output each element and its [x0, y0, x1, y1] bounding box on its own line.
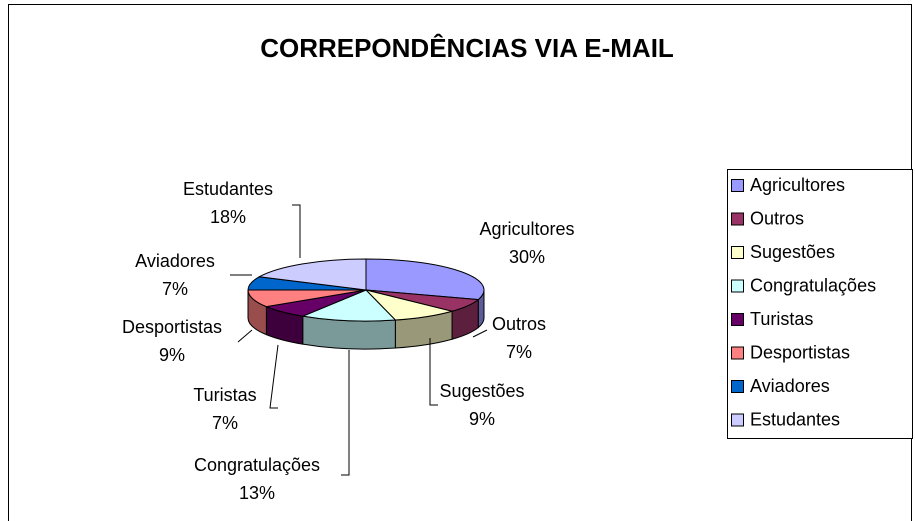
data-label-value: 9%: [159, 345, 185, 365]
leader-line: [472, 329, 488, 338]
pie-slice: [257, 258, 367, 291]
data-label-name: Desportistas: [122, 317, 222, 337]
legend-swatch: [731, 413, 744, 427]
data-label-value: 7%: [506, 342, 532, 362]
data-label-name: Congratulações: [194, 455, 320, 475]
data-label-name: Sugestões: [439, 381, 524, 401]
data-label-value: 18%: [210, 207, 246, 227]
pie-slice: [365, 258, 485, 301]
leader-line: [292, 204, 301, 258]
data-label-name: Outros: [492, 314, 546, 334]
leader-line: [237, 329, 253, 343]
legend-swatch: [731, 279, 744, 293]
legend-swatch: [731, 212, 744, 226]
legend-swatch: [731, 313, 744, 326]
legend-label: Desportistas: [750, 342, 850, 362]
leader-line: [269, 344, 279, 409]
legend-label: Outros: [750, 208, 804, 228]
legend-label: Congratulações: [750, 275, 876, 295]
data-label-value: 7%: [162, 279, 188, 299]
legend-label: Aviadores: [750, 376, 830, 396]
legend-swatch: [731, 179, 744, 192]
data-label-value: 7%: [212, 413, 238, 433]
legend-label: Sugestões: [750, 242, 835, 262]
legend-label: Agricultores: [750, 175, 845, 195]
legend-swatch: [731, 246, 744, 259]
legend-label: Turistas: [750, 309, 813, 329]
pie-slice: [300, 289, 397, 322]
data-label-name: Agricultores: [479, 219, 574, 239]
legend-label: Estudantes: [750, 409, 840, 429]
leader-line: [341, 350, 350, 476]
data-label-name: Turistas: [193, 385, 256, 405]
data-label-name: Aviadores: [135, 251, 215, 271]
data-label-value: 9%: [469, 409, 495, 429]
data-label-value: 13%: [239, 483, 275, 503]
chart-title: CORREPONDÊNCIAS VIA E-MAIL: [260, 33, 674, 63]
data-label-value: 30%: [509, 247, 545, 267]
legend-swatch: [731, 380, 744, 393]
leader-line: [429, 338, 438, 406]
legend-swatch: [731, 346, 744, 360]
legend-box: [727, 169, 913, 439]
data-label-name: Estudantes: [183, 179, 273, 199]
